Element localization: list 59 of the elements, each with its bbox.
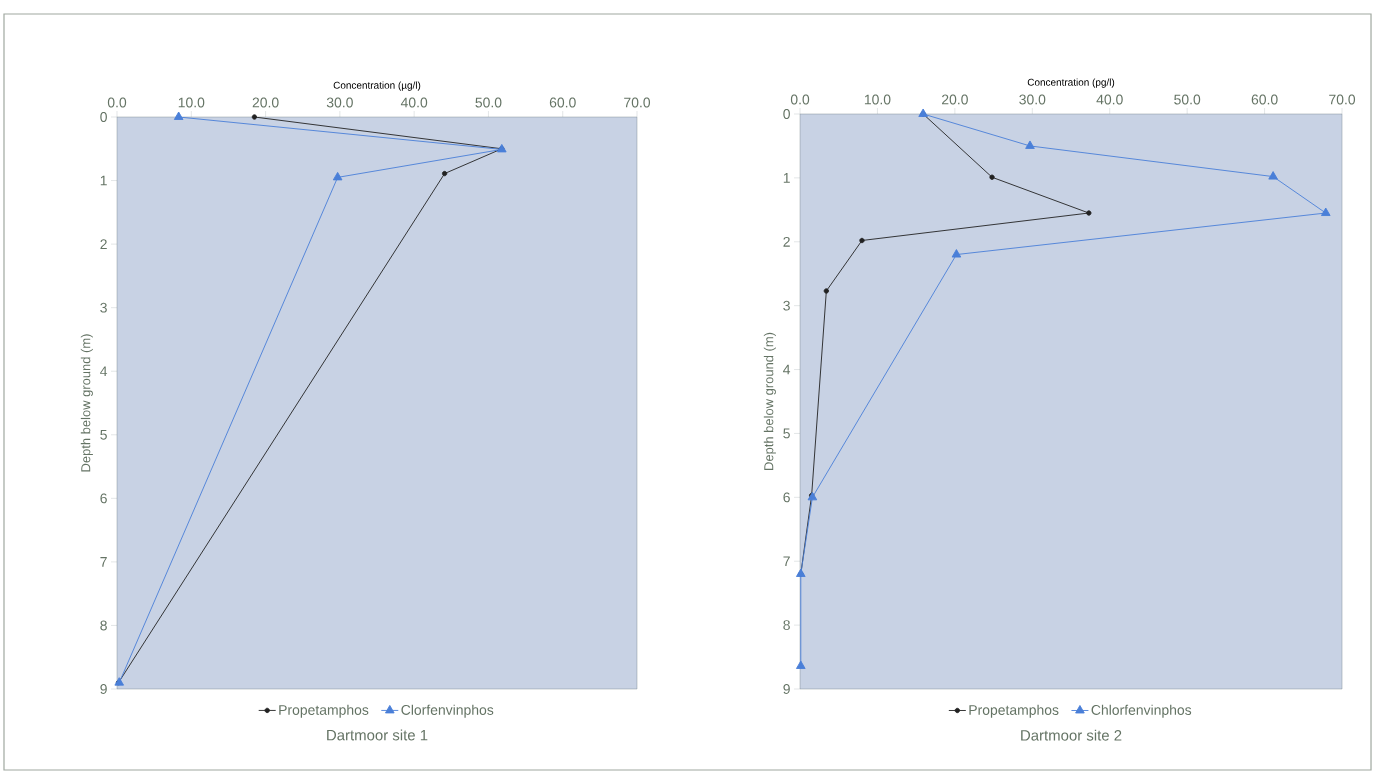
x-tick-label: 40.0 xyxy=(400,97,428,108)
y-axis-title: Depth below ground (m) xyxy=(80,334,93,472)
y-tick-label: 4 xyxy=(100,366,108,377)
legend-label: Propetamphos xyxy=(279,704,369,718)
y-tick-label: 3 xyxy=(783,300,790,311)
point xyxy=(859,237,865,244)
point xyxy=(1268,171,1278,180)
y-tick-label: 1 xyxy=(100,175,107,186)
y-tick-label: 8 xyxy=(100,620,107,631)
y-tick-label: 9 xyxy=(783,684,790,694)
point xyxy=(1086,210,1092,216)
y-tick-label: 0 xyxy=(100,112,107,122)
x-tick-label: 70.0 xyxy=(1329,94,1356,105)
x-tick-label: 30.0 xyxy=(326,97,353,108)
y-tick-label: 6 xyxy=(783,492,790,503)
x-axis-title: Concentration (µg/l) xyxy=(333,81,421,91)
x-tick-label: 10.0 xyxy=(178,97,205,108)
x-tick-label: 20.0 xyxy=(942,94,968,105)
text: Dartmoor site 1 xyxy=(327,729,428,741)
x-tick-label: 0.0 xyxy=(790,94,810,105)
point xyxy=(1025,140,1035,149)
y-tick-label: 1 xyxy=(783,173,790,183)
point xyxy=(173,111,184,120)
y-tick-label: 7 xyxy=(783,556,790,567)
y-tick-label: 9 xyxy=(100,684,107,694)
y-tick-label: 7 xyxy=(100,557,107,567)
point xyxy=(951,249,962,258)
point xyxy=(796,660,806,669)
legend-label: Clorfenvinphos xyxy=(401,704,494,718)
y-tick-label: 8 xyxy=(783,620,790,631)
point xyxy=(441,170,448,177)
y-tick-label: 6 xyxy=(100,493,107,504)
point xyxy=(1320,207,1331,216)
point xyxy=(251,114,258,120)
x-tick-label: 10.0 xyxy=(864,94,891,105)
x-tick-label: 50.0 xyxy=(1174,94,1201,105)
y-tick-label: 3 xyxy=(100,302,107,313)
y-tick-label: 5 xyxy=(783,428,790,439)
legend-label: Chlorfenvinphos xyxy=(1091,704,1192,718)
x-tick-label: 70.0 xyxy=(624,97,651,108)
x-tick-label: 60.0 xyxy=(549,97,576,108)
x-tick-label: 30.0 xyxy=(1019,94,1046,105)
x-tick-label: 0.0 xyxy=(107,97,127,108)
x-tick-label: 60.0 xyxy=(1251,94,1278,105)
point xyxy=(823,288,829,294)
point xyxy=(332,171,343,181)
y-tick-label: 4 xyxy=(783,364,791,375)
y-tick-label: 2 xyxy=(783,236,790,247)
point xyxy=(989,174,995,180)
legend-label: Propetamphos xyxy=(969,704,1059,718)
text: Dartmoor site 2 xyxy=(1021,729,1122,741)
y-axis-title: Depth below ground (m) xyxy=(763,332,776,470)
x-tick-label: 50.0 xyxy=(475,97,502,108)
y-tick-label: 5 xyxy=(100,429,107,440)
x-axis-title: Concentration (pg/l) xyxy=(1027,78,1115,88)
x-tick-label: 20.0 xyxy=(252,97,279,108)
y-tick-label: 0 xyxy=(783,109,790,119)
x-tick-label: 40.0 xyxy=(1096,94,1123,105)
y-tick-label: 2 xyxy=(100,239,107,249)
